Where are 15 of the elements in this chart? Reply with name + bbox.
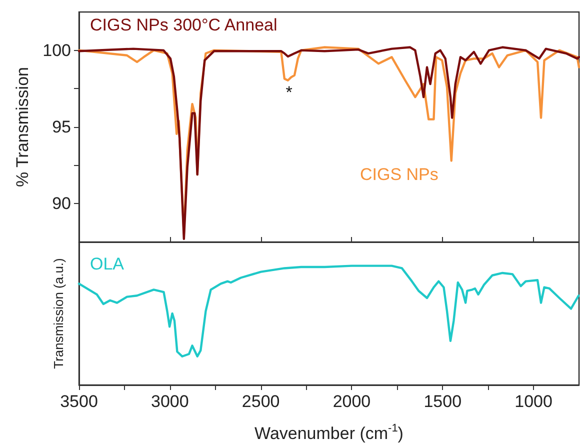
series-label: CIGS NPs 300°C Anneal <box>90 15 278 34</box>
x-tick-label: 2000 <box>332 392 371 411</box>
series-label: OLA <box>90 254 125 274</box>
y-axis-title: % Transmission <box>13 67 32 187</box>
y-tick-label: 95 <box>52 118 71 136</box>
x-tick-label: 1000 <box>514 392 552 411</box>
x-tick-label: 3000 <box>150 392 189 411</box>
annotation: * <box>286 83 293 102</box>
series-label: CIGS NPs <box>360 164 438 184</box>
x-tick-label: 2500 <box>242 392 280 411</box>
y-axis-title: Transmission (a.u.) <box>51 258 66 369</box>
x-tick-label: 1500 <box>424 392 462 411</box>
y-tick-label: 90 <box>52 194 71 214</box>
y-tick-label: 100 <box>42 40 71 60</box>
x-tick-label: 3500 <box>60 392 98 411</box>
